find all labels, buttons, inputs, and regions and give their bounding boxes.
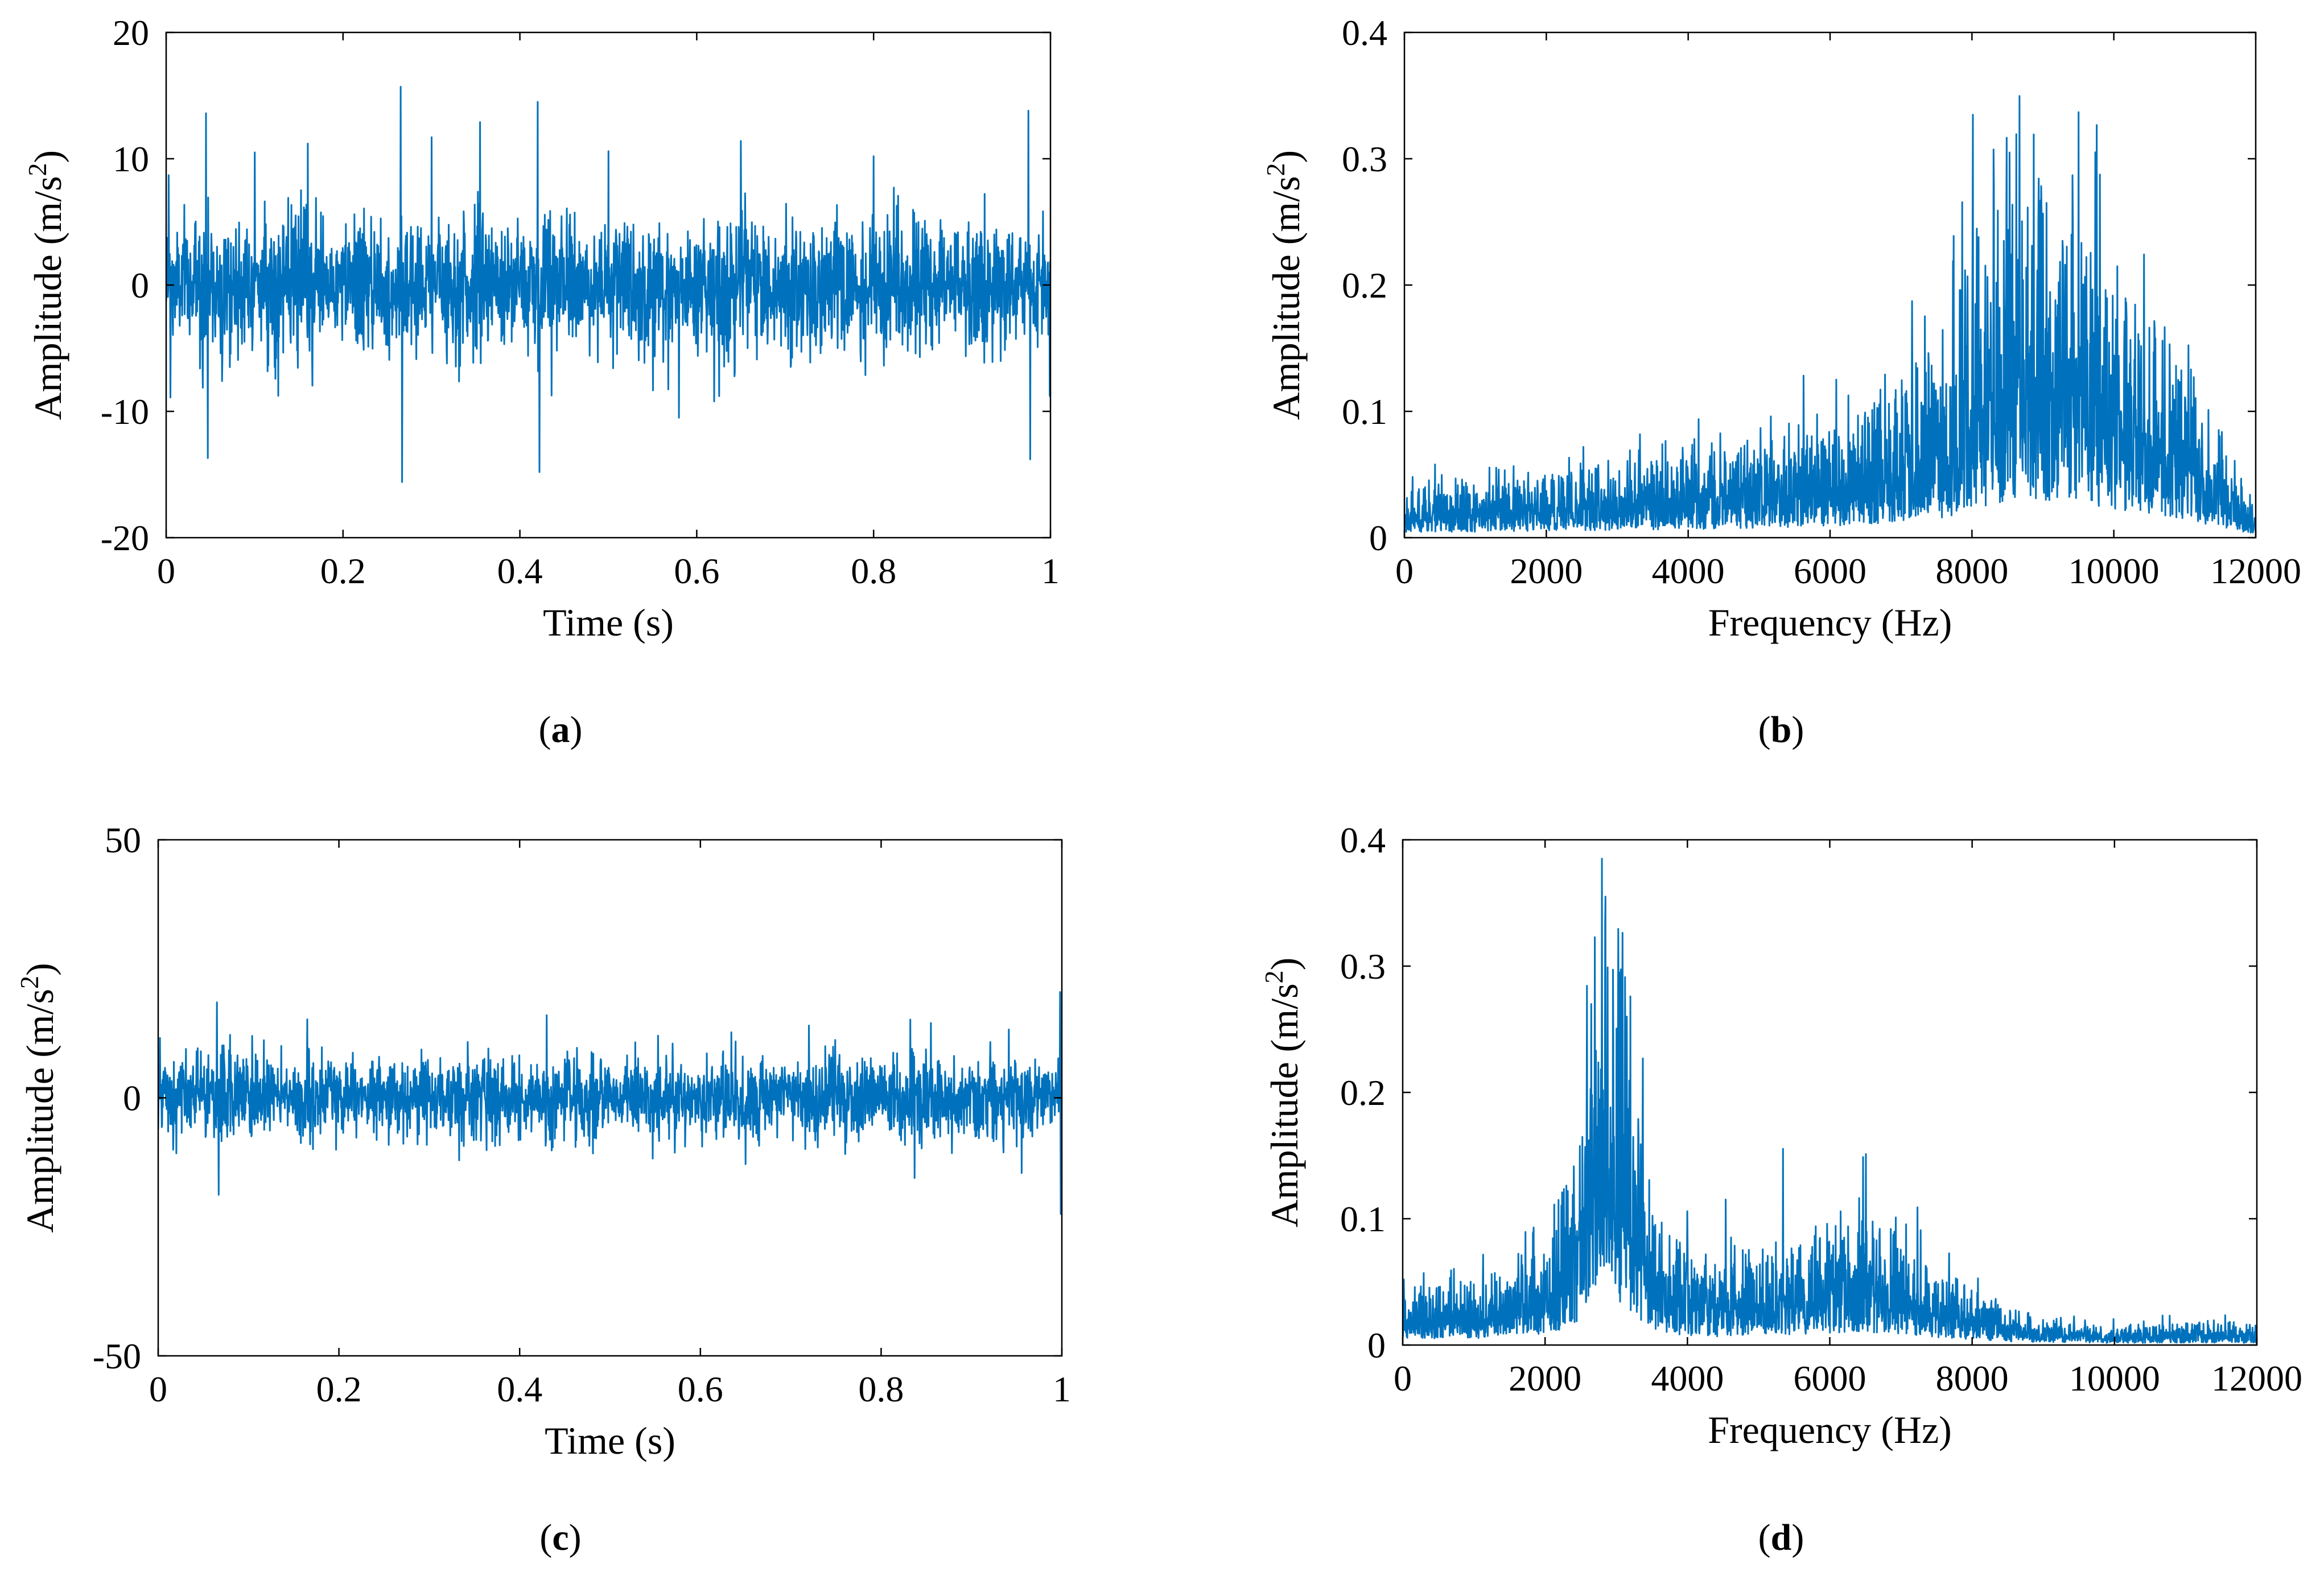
x-axis-label-c: Time (s): [545, 1419, 675, 1462]
y-tick-label-a-2: 0: [131, 265, 149, 306]
y-tick-label-b-2: 0.2: [1342, 265, 1387, 306]
x-tick-label-c-2: 0.4: [497, 1369, 542, 1409]
x-tick-label-b-4: 8000: [1935, 551, 2008, 591]
y-tick-label-a-3: 10: [113, 139, 149, 179]
x-tick-label-d-5: 10000: [2069, 1358, 2160, 1399]
y-axis-label-a: Amplitude (m/s2): [23, 150, 69, 420]
y-tick-label-a-4: 20: [113, 13, 149, 53]
x-tick-label-d-1: 2000: [1509, 1358, 1581, 1399]
x-tick-label-d-2: 4000: [1651, 1358, 1724, 1399]
x-tick-label-a-0: 0: [157, 551, 175, 591]
x-axis-label-b: Frequency (Hz): [1708, 601, 1952, 644]
x-axis-label-d: Frequency (Hz): [1708, 1408, 1952, 1451]
panel-label-b: (b): [1758, 709, 1804, 750]
series-line-a: [166, 86, 1050, 483]
chart-b: 0 2000 4000 6000 8000 10000 12000 0 0.1 0.2 0.3 0.4…: [1261, 13, 2301, 644]
y-tick-label-d-3: 0.3: [1340, 946, 1386, 987]
x-tick-label-a-1: 0.2: [320, 551, 366, 591]
y-tick-label-b-0: 0: [1369, 518, 1387, 558]
panel-label-c: (c): [539, 1517, 582, 1558]
y-tick-label-c-1: 0: [123, 1078, 141, 1119]
x-tick-label-d-3: 6000: [1794, 1358, 1866, 1399]
y-tick-label-d-4: 0.4: [1340, 820, 1386, 860]
x-tick-label-d-4: 8000: [1936, 1358, 2009, 1399]
y-tick-label-d-2: 0.2: [1340, 1072, 1386, 1113]
panel-label-d: (d): [1758, 1517, 1804, 1558]
x-tick-label-c-5: 1: [1053, 1369, 1071, 1409]
y-tick-label-d-0: 0: [1367, 1325, 1386, 1366]
x-tick-label-b-2: 4000: [1652, 551, 1725, 591]
y-axis-label-c: Amplitude (m/s2): [15, 963, 61, 1232]
y-axis-label-d: Amplitude (m/s2): [1259, 958, 1306, 1227]
x-axis-label-a: Time (s): [543, 601, 674, 644]
y-tick-label-c-0: -50: [93, 1336, 141, 1376]
x-tick-label-c-3: 0.6: [678, 1369, 723, 1409]
x-tick-label-a-2: 0.4: [497, 551, 543, 591]
y-tick-label-a-1: -10: [101, 391, 149, 432]
x-tick-label-c-4: 0.8: [858, 1369, 904, 1409]
x-tick-label-d-0: 0: [1394, 1358, 1412, 1399]
y-tick-label-b-1: 0.1: [1342, 391, 1387, 432]
x-tick-label-a-4: 0.8: [851, 551, 896, 591]
x-tick-label-c-0: 0: [149, 1369, 167, 1409]
x-tick-label-b-3: 6000: [1794, 551, 1866, 591]
chart-a: 0 0.2 0.4 0.6 0.8 1 -20 -10 0 10 20 Time (s) Amplitu…: [23, 13, 1060, 644]
y-tick-label-d-1: 0.1: [1340, 1199, 1386, 1239]
y-tick-label-a-0: -20: [101, 518, 149, 558]
series-line-c: [158, 991, 1062, 1215]
x-tick-label-a-3: 0.6: [674, 551, 719, 591]
x-tick-label-c-1: 0.2: [316, 1369, 362, 1409]
y-axis-label-b: Amplitude (m/s2): [1261, 150, 1308, 420]
x-tick-label-b-1: 2000: [1510, 551, 1583, 591]
x-tick-label-b-5: 10000: [2068, 551, 2160, 591]
chart-d: 0 2000 4000 6000 8000 10000 12000 0 0.1 0.2 0.3 0.4…: [1259, 820, 2302, 1451]
y-tick-label-b-3: 0.3: [1342, 139, 1387, 179]
x-tick-label-a-5: 1: [1041, 551, 1060, 591]
x-tick-label-b-6: 12000: [2210, 551, 2301, 591]
y-tick-label-b-4: 0.4: [1342, 13, 1387, 53]
series-line-d: [1403, 857, 2257, 1344]
panel-label-a: (a): [538, 709, 583, 750]
series-line-b: [1404, 95, 2256, 534]
y-tick-label-c-2: 50: [105, 820, 141, 860]
x-tick-label-b-0: 0: [1395, 551, 1414, 591]
x-tick-label-d-6: 12000: [2211, 1358, 2302, 1399]
